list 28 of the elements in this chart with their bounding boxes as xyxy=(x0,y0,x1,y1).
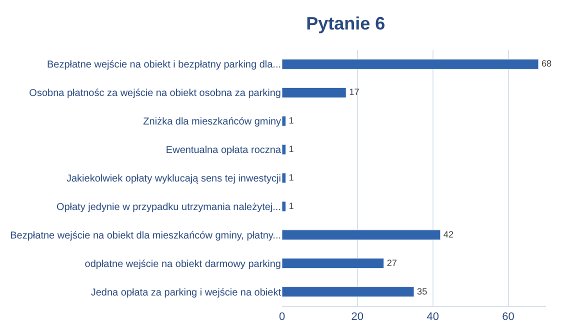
x-tick-label: 0 xyxy=(278,311,286,324)
data-label: 27 xyxy=(386,258,397,268)
y-tick-label: Osobna płatnośc za wejście na obiekt osobna za parking xyxy=(29,88,281,100)
y-tick-label: Jedna opłata za parking i wejście na obiekt xyxy=(90,287,282,298)
bar xyxy=(282,116,286,126)
bar xyxy=(282,201,286,212)
chart-title: Pytanie 6 xyxy=(306,13,386,34)
data-label: 1 xyxy=(288,144,294,154)
y-tick-label: Bezpłatne wejście na obiekt i bezpłatny parking dla... xyxy=(46,60,281,71)
y-tick-label: Bezpłatne wejście na obiekt dla mieszkańców gminy, płatny... xyxy=(10,230,281,242)
data-label: 68 xyxy=(541,58,552,69)
y-tick-label: odpłatne wejście na obiekt darmowy parking xyxy=(84,258,281,270)
data-label: 1 xyxy=(288,172,294,182)
y-tick-label: Jakiekolwiek opłaty wyklucają sens tej inwestycji xyxy=(66,174,281,184)
data-label: 17 xyxy=(349,87,360,98)
x-tick-label: 20 xyxy=(351,311,364,324)
y-tick-label: Zniżka dla mieszkańców gminy xyxy=(143,116,281,128)
data-label: 1 xyxy=(288,116,294,126)
x-tick-label: 40 xyxy=(426,311,439,324)
bar xyxy=(282,87,346,98)
data-label: 35 xyxy=(417,286,428,296)
bar xyxy=(282,144,286,155)
y-tick-label: Opłaty jedynie w przypadku utrzymania należytej... xyxy=(56,202,281,213)
bar xyxy=(282,172,286,184)
data-label: 42 xyxy=(443,229,454,240)
y-tick-label: Ewentualna opłata roczna xyxy=(166,145,282,156)
x-tick-label: 60 xyxy=(502,311,514,324)
data-label: 1 xyxy=(288,200,294,211)
